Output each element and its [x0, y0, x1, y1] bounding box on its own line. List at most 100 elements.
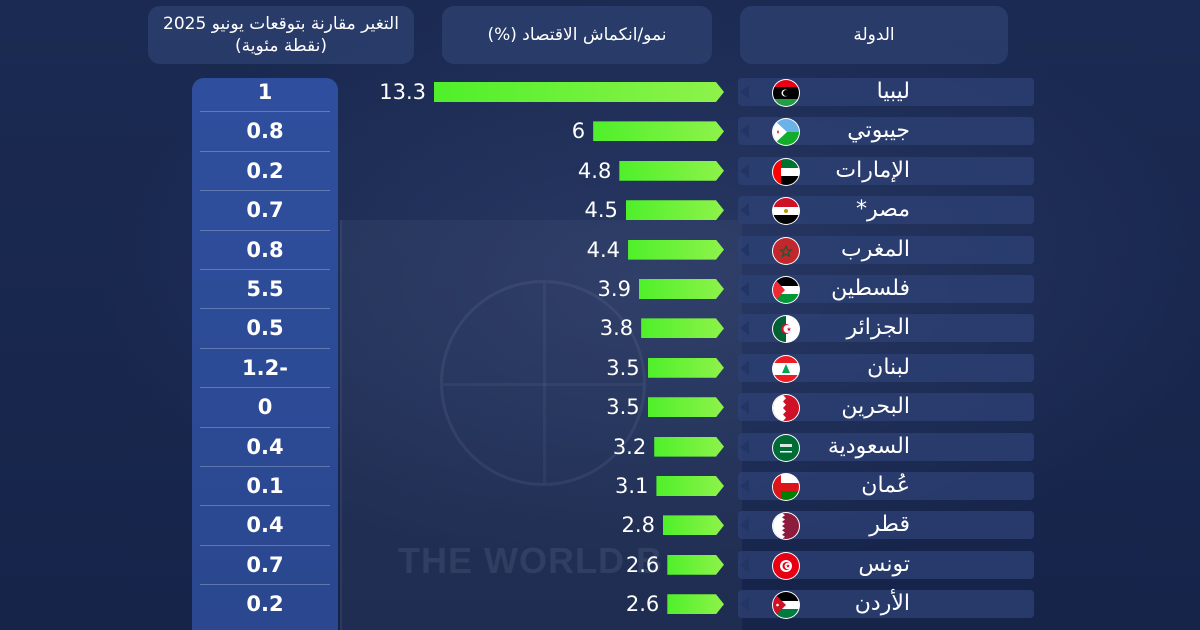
change-separator — [200, 505, 330, 507]
header-country-label: الدولة — [853, 25, 895, 45]
growth-value-label: 4.4 — [586, 237, 621, 262]
jordan-flag-icon — [772, 591, 800, 620]
growth-bar — [639, 279, 724, 299]
morocco-flag-icon — [772, 236, 800, 265]
change-value-label: 5.5 — [246, 277, 284, 301]
bahrain-flag-icon — [772, 394, 800, 423]
chart-row: الإمارات 4.8 0.2 — [0, 150, 1200, 186]
change-separator — [200, 387, 330, 389]
palestine-flag-icon — [772, 276, 800, 304]
country-label: الأردن — [854, 591, 910, 617]
chart-row: المغرب 4.4 0.8 — [0, 229, 1200, 265]
chart-row: الأردن 2.6 0.2 — [0, 584, 1200, 620]
change-separator — [200, 190, 330, 192]
chart-row: جيبوتي 6 0.8 — [0, 111, 1200, 147]
country-label: لبنان — [867, 354, 910, 380]
row-pointer-icon — [740, 124, 749, 139]
row-pointer-icon — [740, 400, 749, 415]
growth-bar — [641, 318, 724, 338]
growth-value-label: 2.8 — [621, 513, 655, 538]
country-label: المغرب — [841, 236, 910, 262]
country-label: تونس — [858, 551, 910, 577]
country-label: السعودية — [827, 433, 910, 459]
row-pointer-icon — [740, 557, 749, 572]
background-watermark: THE WORLD B — [398, 540, 663, 581]
change-separator — [200, 347, 330, 349]
row-pointer-icon — [740, 597, 749, 612]
change-separator — [200, 111, 330, 113]
growth-value-label: 3.5 — [606, 395, 640, 420]
row-pointer-icon — [740, 282, 749, 296]
change-separator — [200, 308, 330, 310]
change-value-label: 1.2- — [242, 355, 288, 380]
change-separator — [200, 466, 330, 467]
header-country: الدولة — [740, 6, 1008, 64]
country-label: جيبوتي — [847, 118, 910, 144]
growth-value-label: 6 — [571, 119, 586, 144]
growth-bar — [656, 476, 724, 496]
country-label: قطر — [869, 512, 910, 538]
growth-bar — [654, 437, 724, 457]
growth-bar — [667, 555, 724, 575]
row-pointer-icon — [740, 242, 749, 257]
oman-flag-icon — [772, 473, 800, 501]
chart-row: عُمان 3.1 0.1 — [0, 466, 1200, 501]
growth-value-label: 2.6 — [625, 552, 660, 577]
growth-bar — [648, 397, 724, 417]
djibouti-flag-icon — [772, 118, 800, 147]
change-separator — [200, 584, 330, 586]
row-pointer-icon — [740, 163, 749, 178]
egypt-flag-icon — [772, 197, 800, 226]
growth-value-label: 4.8 — [577, 158, 612, 183]
libya-flag-icon — [772, 79, 800, 107]
chart-row: فلسطين 3.9 5.5 — [0, 269, 1200, 304]
growth-value-label: 3.8 — [599, 316, 634, 341]
chart-row: السعودية 3.2 0.4 — [0, 426, 1200, 462]
country-label: الجزائر — [846, 315, 910, 341]
growth-value-label: 3.9 — [597, 277, 631, 301]
growth-bar — [626, 200, 724, 220]
growth-bar — [619, 161, 724, 181]
change-separator — [200, 229, 330, 231]
row-pointer-icon — [740, 518, 749, 533]
growth-value-label: 2.6 — [625, 592, 660, 617]
growth-bar — [593, 121, 724, 141]
header-growth: نمو/انكماش الاقتصاد (%) — [442, 6, 712, 64]
growth-bar — [663, 515, 724, 535]
growth-bar — [648, 358, 724, 378]
chart-row: تونس 2.6 0.7 — [0, 544, 1200, 580]
tunisia-flag-icon — [772, 551, 800, 580]
change-value-label: 0.8 — [246, 237, 284, 262]
growth-value-label: 3.1 — [614, 474, 649, 498]
change-separator — [200, 269, 330, 270]
country-label: عُمان — [861, 473, 910, 498]
country-label: البحرين — [841, 394, 910, 420]
algeria-flag-icon — [772, 315, 800, 344]
growth-value-label: 3.5 — [606, 355, 640, 380]
row-pointer-icon — [740, 479, 749, 493]
growth-value-label: 13.3 — [379, 80, 426, 104]
change-value-label: 0.1 — [246, 474, 284, 498]
header-change: التغير مقارنة بتوقعات يونيو 2025 (نقطة م… — [148, 6, 414, 64]
change-separator — [200, 544, 330, 546]
chart-row: لبنان 3.5 1.2- — [0, 347, 1200, 383]
country-label: الإمارات — [835, 157, 910, 183]
row-pointer-icon — [740, 321, 749, 336]
change-separator — [200, 150, 330, 152]
qatar-flag-icon — [772, 512, 800, 541]
change-value-label: 0.7 — [246, 198, 284, 223]
chart-row: البحرين 3.5 0 — [0, 387, 1200, 423]
change-value-label: 0.4 — [246, 434, 284, 459]
change-value-label: 0.8 — [246, 119, 284, 144]
change-column — [192, 78, 338, 630]
uae-flag-icon — [772, 157, 800, 186]
lebanon-flag-icon — [772, 354, 800, 383]
growth-bar — [434, 82, 724, 102]
header-growth-label: نمو/انكماش الاقتصاد (%) — [487, 25, 667, 45]
row-pointer-icon — [740, 360, 749, 375]
world-bank-logo-icon — [440, 280, 646, 486]
chart-row: ليبيا 13.3 1 — [0, 78, 1200, 107]
change-value-label: 0.2 — [246, 158, 284, 183]
growth-bar — [628, 240, 724, 260]
growth-bar — [667, 594, 724, 614]
